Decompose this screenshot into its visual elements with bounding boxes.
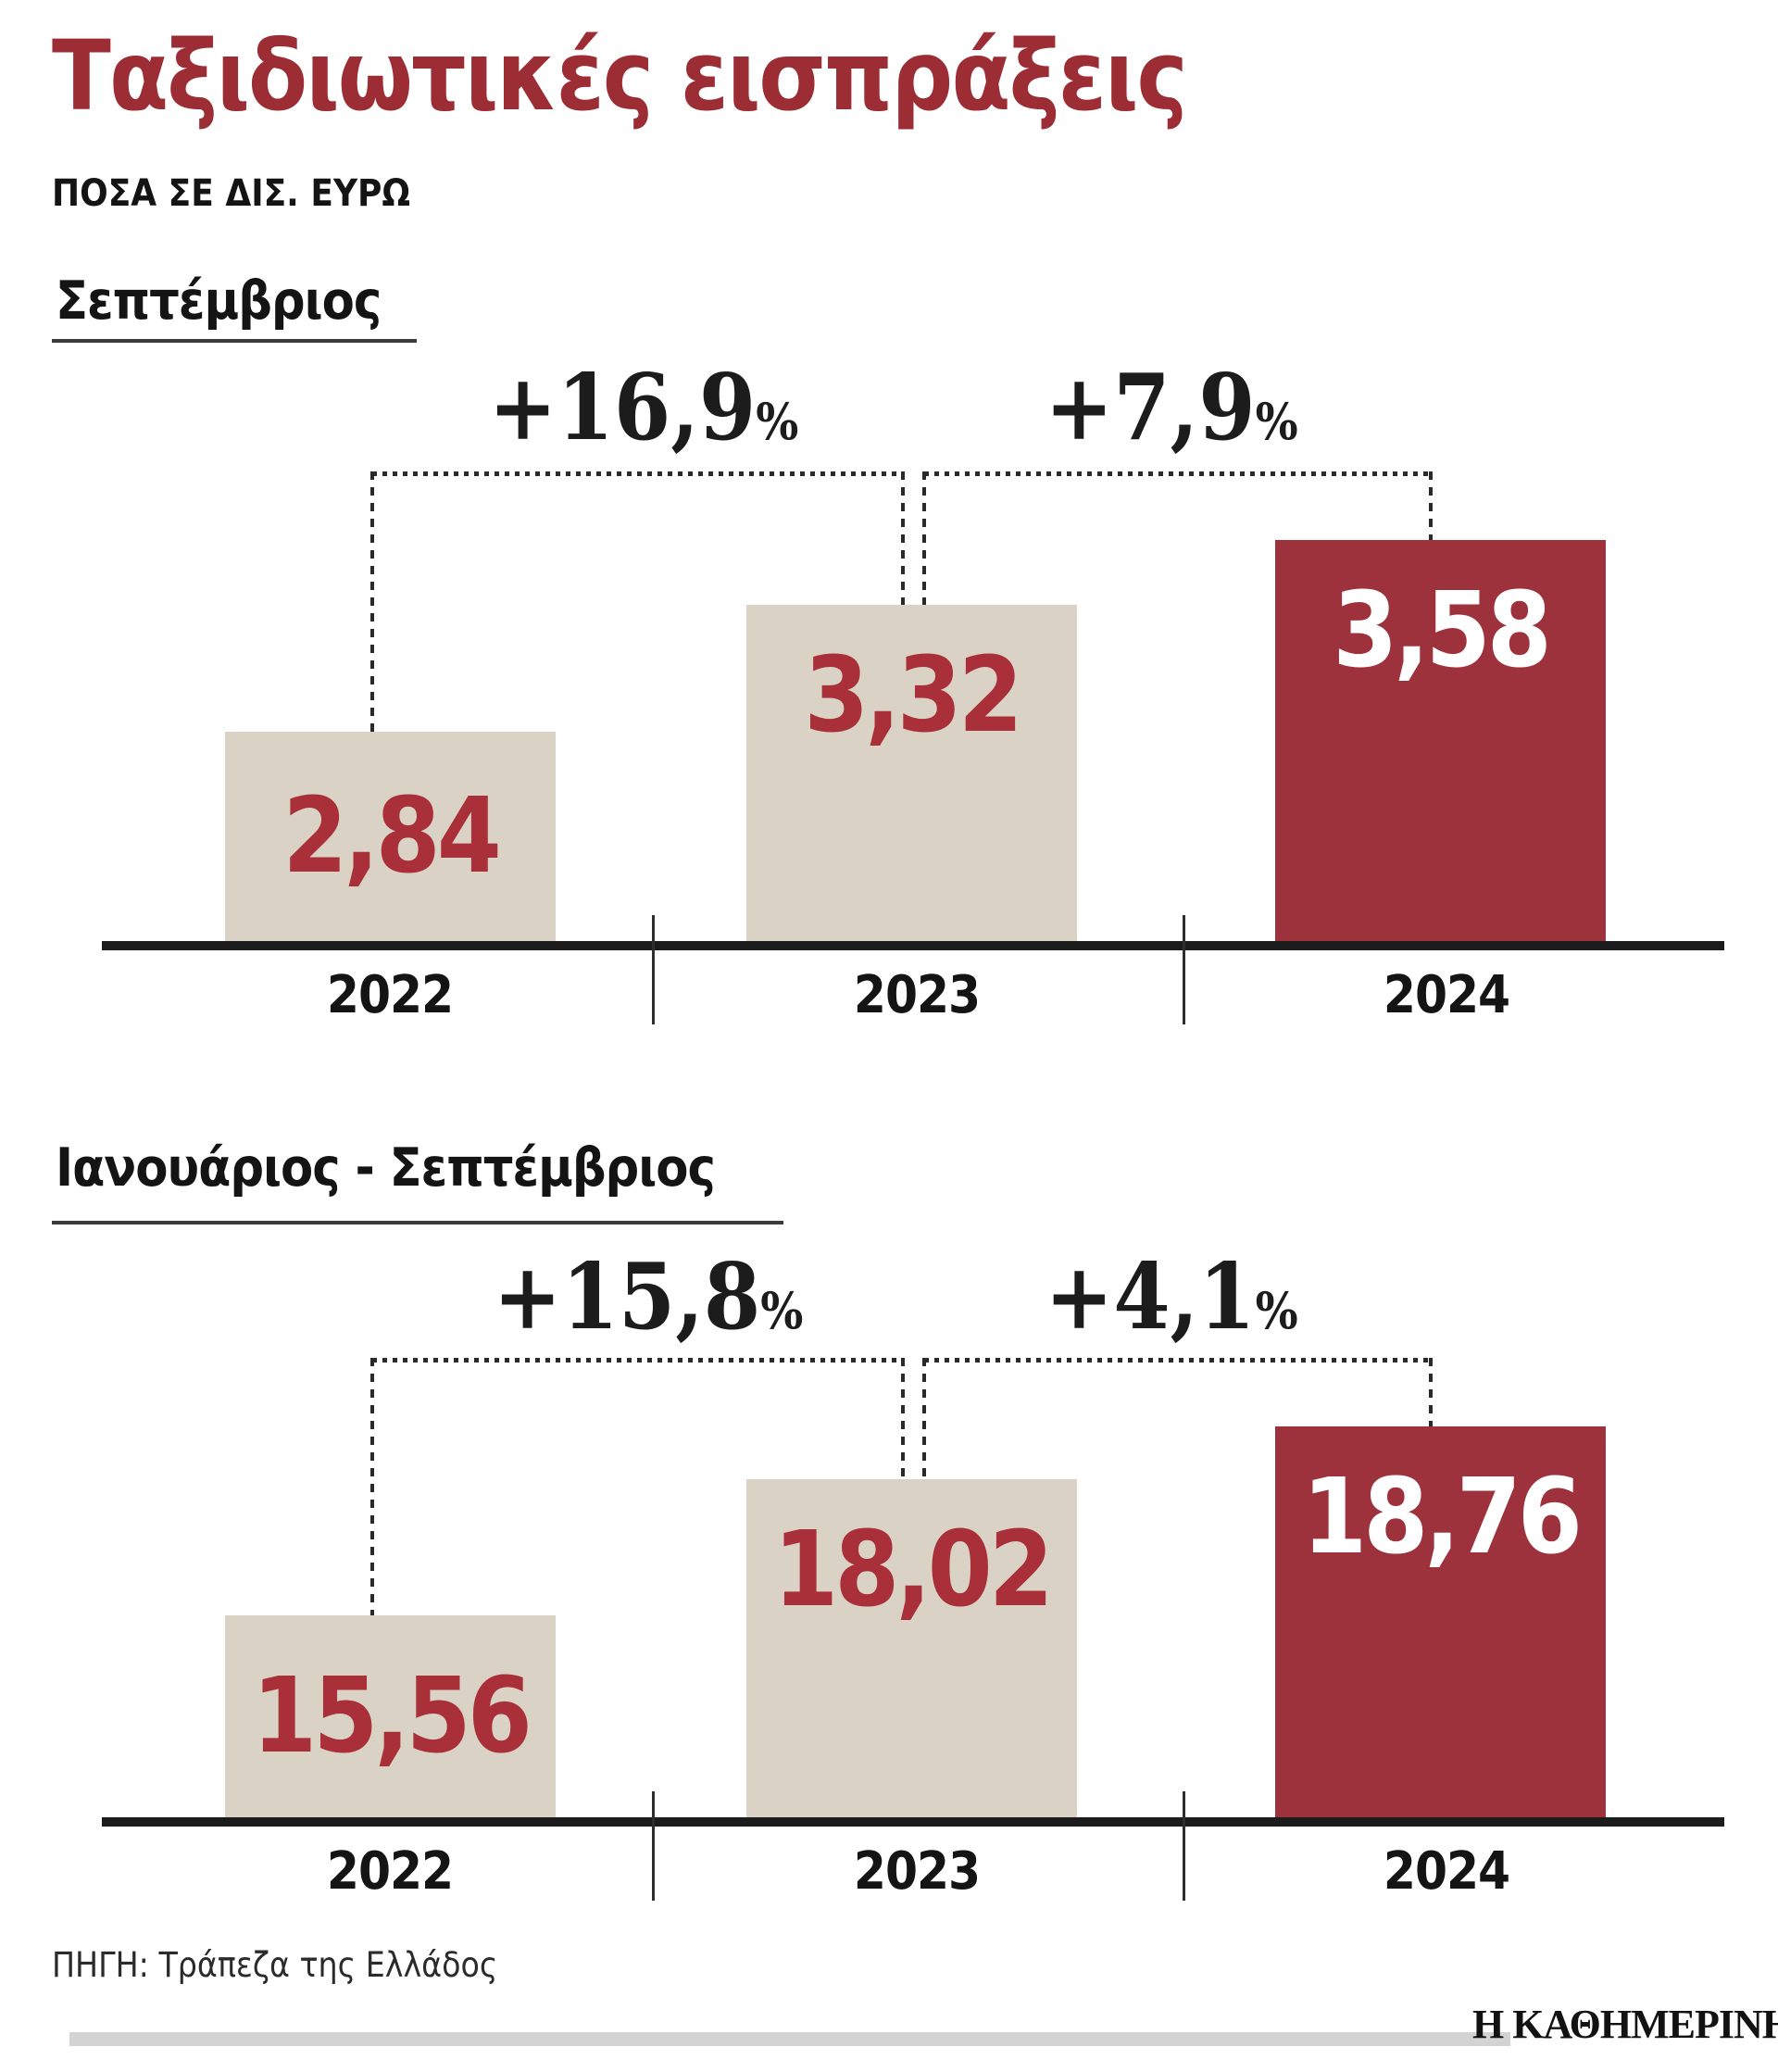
page-subtitle: ΠΟΣΑ ΣΕ ΔΙΣ. ΕΥΡΩ [52,172,410,215]
change-label-2022-2023: +15,8% [463,1252,833,1343]
change-value: +16,9 [488,355,757,461]
dotted-connector-vertical [1429,471,1433,540]
bar-jan-sep-2023: 18,02 [746,1479,1077,1817]
percent-sign: % [1255,1281,1298,1340]
page-title: Ταξιδιωτικές εισπράξεις [52,19,1188,132]
bar-september-2022: 2,84 [225,732,556,941]
year-label-2023: 2023 [853,965,981,1025]
axis-baseline [102,1817,1724,1827]
section-underline [52,339,417,343]
bar-value-label: 15,56 [252,1656,532,1777]
dotted-connector-horizontal [372,471,903,476]
dotted-connector-horizontal [924,1358,1431,1362]
dotted-connector-vertical [370,471,374,732]
bar-value-label: 18,02 [773,1510,1054,1630]
bar-value-label: 18,76 [1302,1457,1583,1577]
section-title-september: Σεπτέμβριος [56,270,382,332]
year-label-2022: 2022 [326,965,454,1025]
dotted-connector-horizontal [924,471,1431,476]
axis-tick [652,915,655,1024]
bar-value-label: 3,58 [1333,571,1552,691]
axis-tick [1183,1791,1185,1901]
percent-sign: % [1255,392,1298,451]
dotted-connector-horizontal [372,1358,903,1362]
change-value: +15,8 [493,1244,761,1350]
dotted-connector-vertical [901,1358,905,1479]
year-label-2024: 2024 [1383,1841,1510,1902]
dotted-connector-vertical [922,1358,926,1479]
year-label-2024: 2024 [1383,965,1510,1025]
bar-value-label: 2,84 [282,776,502,897]
axis-tick [652,1791,655,1901]
section-title-january-september: Ιανουάριος - Σεπτέμβριος [56,1137,716,1199]
change-label-2023-2024: +4,1% [986,1252,1357,1343]
year-label-2022: 2022 [326,1841,454,1902]
percent-sign: % [756,392,799,451]
footer-rule [69,2032,1510,2046]
bar-september-2024: 3,58 [1275,540,1606,941]
change-value: +4,1 [1045,1244,1256,1350]
change-label-2022-2023: +16,9% [458,363,829,454]
change-value: +7,9 [1045,355,1256,461]
section-underline [52,1221,783,1224]
dotted-connector-vertical [370,1358,374,1615]
dotted-connector-vertical [922,471,926,605]
percent-sign: % [760,1281,804,1340]
source-note: ΠΗΓΗ: Τράπεζα της Ελλάδος [52,1945,498,1985]
axis-tick [1183,915,1185,1024]
dotted-connector-vertical [901,471,905,605]
year-label-2023: 2023 [853,1841,981,1902]
brand-logo: Η ΚΑΘΗΜΕΡΙΝΗ [1472,2002,1778,2047]
bar-jan-sep-2022: 15,56 [225,1615,556,1817]
bar-value-label: 3,32 [804,635,1023,756]
bar-september-2023: 3,32 [746,605,1077,941]
axis-baseline [102,941,1724,950]
change-label-2023-2024: +7,9% [986,363,1357,454]
bar-jan-sep-2024: 18,76 [1275,1426,1606,1817]
dotted-connector-vertical [1429,1358,1433,1426]
